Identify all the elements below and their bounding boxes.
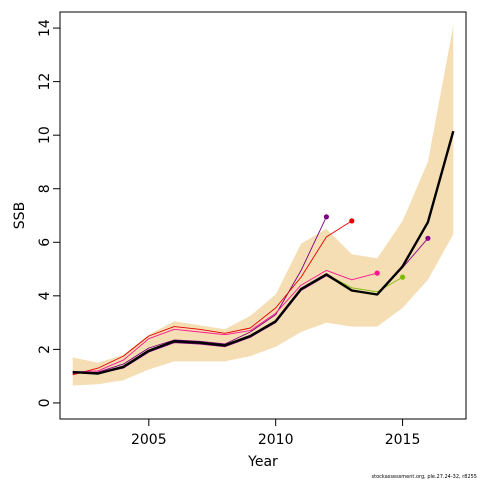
y-tick-label: 14 bbox=[37, 19, 53, 37]
retro-peel-line-1 bbox=[72, 216, 327, 374]
plot-area bbox=[59, 11, 467, 420]
retro-peel-endpoint-2 bbox=[349, 218, 355, 224]
x-axis-label: Year bbox=[247, 454, 278, 470]
y-tick-label: 0 bbox=[37, 398, 53, 407]
series-layer bbox=[72, 130, 455, 376]
x-tick-label: 2010 bbox=[258, 432, 294, 448]
y-axis-label: SSB bbox=[12, 202, 28, 229]
x-tick-label: 2005 bbox=[131, 432, 167, 448]
retro-peel-line-3 bbox=[72, 269, 378, 373]
y-tick-label: 8 bbox=[37, 184, 53, 193]
y-tick-label: 6 bbox=[37, 238, 53, 247]
footnote: stockassessment.org, ple.27.24-32, r8255 bbox=[372, 474, 477, 480]
y-tick-label: 2 bbox=[37, 345, 53, 354]
retro-peel-endpoint-4 bbox=[400, 274, 406, 280]
y-axis: 0 2 4 6 8 10 12 14 bbox=[37, 19, 61, 407]
y-tick-label: 4 bbox=[37, 291, 53, 300]
y-tick-label: 12 bbox=[37, 73, 53, 91]
x-tick-label: 2015 bbox=[385, 432, 421, 448]
final-estimate-line bbox=[72, 130, 455, 375]
retro-peel-endpoint-1 bbox=[323, 214, 329, 220]
y-tick-label: 10 bbox=[37, 126, 53, 144]
confidence-band bbox=[72, 25, 454, 386]
retro-peel-endpoint-5 bbox=[425, 235, 431, 241]
retro-peel-line-2 bbox=[72, 220, 353, 376]
retro-peel-endpoint-3 bbox=[374, 270, 380, 276]
x-axis: 2005 2010 2015 bbox=[131, 418, 421, 448]
